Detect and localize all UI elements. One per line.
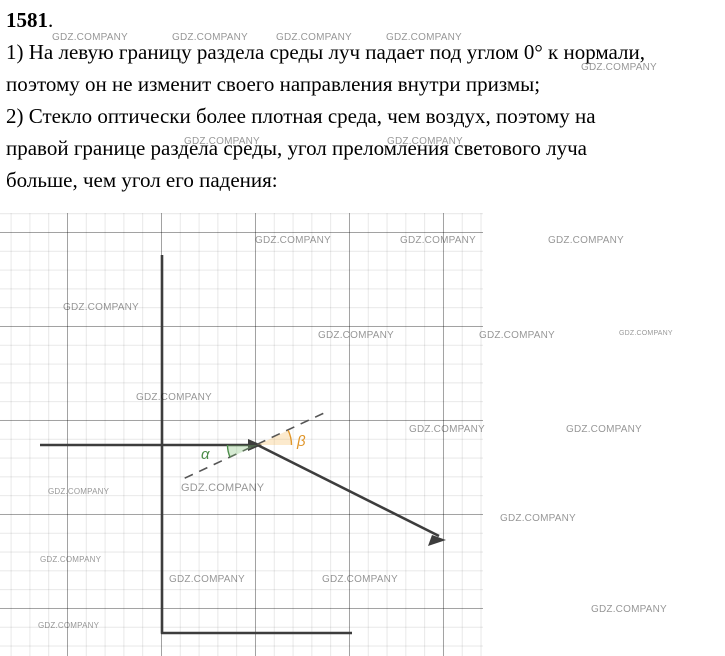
svg-text:β: β (296, 433, 306, 450)
svg-text:α: α (201, 446, 210, 463)
